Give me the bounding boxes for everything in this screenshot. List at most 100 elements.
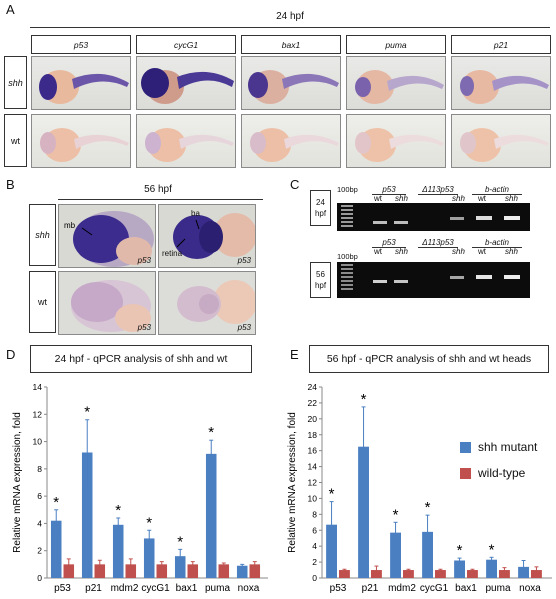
chart-title: 56 hpf - qPCR analysis of shh and wt hea… — [326, 353, 532, 365]
head-image-wt-ventral: p53 — [158, 271, 256, 335]
gene-header-box: p53 — [31, 35, 131, 54]
bar — [531, 570, 542, 578]
gene-label: cycG1 — [173, 40, 199, 50]
y-tick-label: 6 — [312, 525, 317, 535]
lane-label: shh — [395, 194, 408, 203]
panel-a-row-label-wt: wt — [4, 114, 27, 167]
bar — [218, 564, 230, 578]
x-tick-label: p21 — [362, 583, 379, 594]
embryo-image — [31, 56, 131, 110]
panel-a-timepoint: 24 hpf — [276, 11, 304, 22]
y-tick-label: 24 — [308, 382, 318, 392]
gel-image-24hpf — [337, 203, 530, 231]
x-tick-label: cycG1 — [420, 583, 449, 594]
lane-label: wt — [374, 247, 382, 256]
row-label: wt — [38, 297, 47, 307]
y-tick-label: 4 — [37, 518, 42, 528]
bar — [249, 564, 261, 578]
chart-e: Relative mRNA expression, fold0246810121… — [287, 382, 552, 594]
x-tick-label: p21 — [85, 583, 102, 594]
annotation-retina: retina — [162, 249, 183, 258]
legend-swatch — [460, 467, 471, 479]
row-label-line: hpf — [314, 281, 327, 290]
x-tick-label: puma — [485, 583, 510, 594]
y-tick-label: 10 — [308, 493, 318, 503]
corner-gene-label: p53 — [137, 323, 151, 332]
y-tick-label: 18 — [308, 430, 318, 440]
corner-gene-label: p53 — [237, 256, 251, 265]
panel-c-letter: C — [290, 177, 300, 192]
panel-c-row-label-56hpf: 56 hpf — [310, 262, 331, 298]
legend-label: wild-type — [478, 466, 526, 480]
annotation-mb: mb — [64, 221, 76, 230]
panel-b-letter: B — [6, 177, 15, 192]
y-tick-label: 12 — [308, 478, 318, 488]
embryo-image — [346, 56, 446, 110]
x-tick-label: mdm2 — [111, 583, 139, 594]
chart-title: 24 hpf - qPCR analysis of shh and wt — [54, 353, 228, 365]
bar — [94, 564, 106, 578]
bar — [390, 532, 401, 578]
corner-gene-label: p53 — [237, 323, 251, 332]
y-tick-label: 20 — [308, 414, 318, 424]
bar — [205, 453, 217, 578]
annotation-ba: ba — [191, 209, 200, 218]
gel-ladder-label: 100bp — [337, 252, 358, 261]
embryo-image — [346, 114, 446, 168]
embryo-image — [136, 56, 236, 110]
head-image-shh-lateral: mb p53 — [58, 204, 156, 268]
gene-header-box: bax1 — [241, 35, 341, 54]
bar — [358, 446, 369, 578]
embryo-image — [241, 56, 341, 110]
significance-star: * — [146, 514, 152, 531]
bar — [81, 452, 93, 578]
gel-group-label: Δ113p53 — [418, 185, 458, 195]
y-tick-label: 8 — [312, 509, 317, 519]
row-label: shh — [35, 230, 50, 240]
significance-star: * — [208, 424, 214, 441]
y-tick-label: 2 — [312, 557, 317, 567]
lane-label: shh — [505, 194, 518, 203]
y-tick-label: 22 — [308, 398, 318, 408]
lane-label: shh — [452, 194, 465, 203]
x-tick-label: mdm2 — [388, 583, 416, 594]
legend-swatch — [460, 441, 471, 453]
bar — [499, 570, 510, 578]
legend-item: shh mutant — [460, 440, 537, 454]
x-tick-label: cycG1 — [141, 583, 170, 594]
bar — [50, 520, 62, 578]
row-label-line: 56 — [316, 270, 325, 279]
bar — [435, 570, 446, 578]
gene-label: bax1 — [281, 40, 301, 50]
bar — [326, 524, 337, 578]
chart-d: Relative mRNA expression, fold 0 2 4 6 8 10 12 1… — [12, 382, 268, 594]
bar — [63, 564, 75, 578]
significance-star: * — [393, 506, 399, 523]
legend-label: shh mutant — [478, 440, 538, 454]
panel-b-row-label-wt: wt — [29, 271, 56, 333]
gene-header-box: p21 — [451, 35, 551, 54]
y-axis-label: Relative mRNA expression, fold — [12, 412, 23, 553]
significance-star: * — [457, 542, 463, 559]
y-tick-label: 14 — [308, 462, 318, 472]
gel-group-label: p53 — [372, 185, 406, 195]
row-label: wt — [11, 135, 20, 146]
y-axis-label: Relative mRNA expression, fold — [287, 412, 298, 553]
lane-label: wt — [478, 194, 486, 203]
significance-star: * — [361, 391, 367, 408]
gel-group-label: b-actin — [472, 185, 522, 195]
gene-label: puma — [385, 40, 407, 50]
lane-label: shh — [505, 247, 518, 256]
y-tick-label: 2 — [37, 546, 42, 556]
embryo-image — [31, 114, 131, 168]
panel-b-timepoint: 56 hpf — [144, 184, 172, 195]
row-label: shh — [8, 77, 23, 88]
bar — [467, 570, 478, 578]
x-tick-label: noxa — [238, 583, 260, 594]
gel-group-label: Δ113p53 — [418, 238, 458, 248]
panel-a-bracket — [30, 27, 550, 28]
legend: shh mutant wild-type — [460, 440, 537, 480]
gene-header-box: cycG1 — [136, 35, 236, 54]
bar — [403, 570, 414, 578]
bar — [112, 524, 124, 578]
